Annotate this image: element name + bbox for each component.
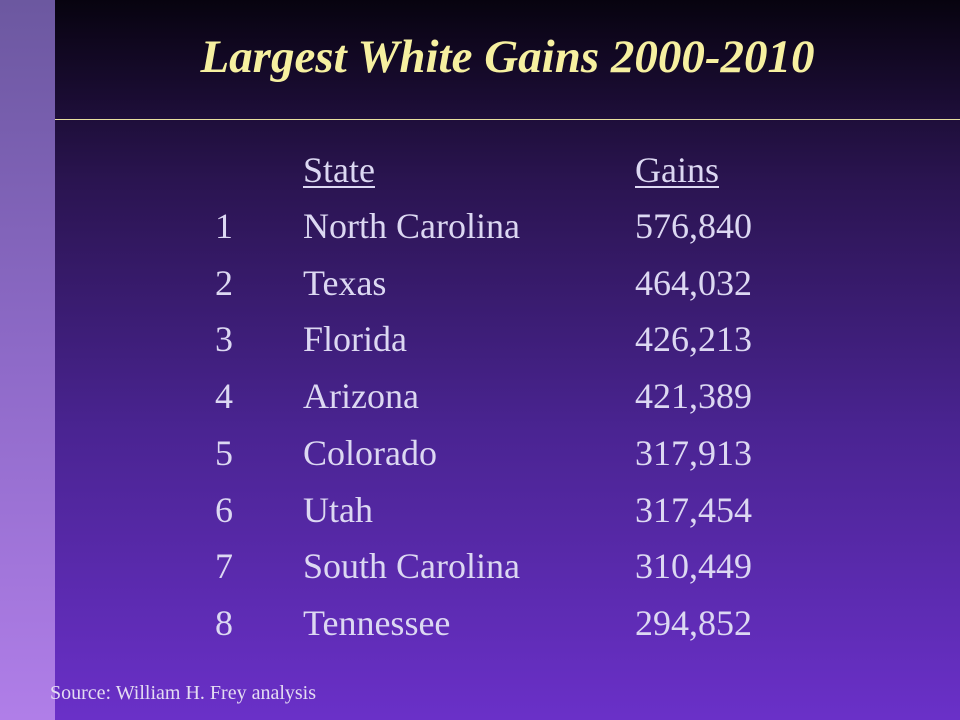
gain-cell: 426,213 <box>635 319 752 360</box>
state-cell: South Carolina <box>303 546 520 587</box>
gain-cell: 576,840 <box>635 206 752 246</box>
source-note: Source: William H. Frey analysis <box>50 682 317 704</box>
gain-cell: 317,913 <box>635 432 752 473</box>
rank-cell: 8 <box>215 602 233 643</box>
slide-title: Largest White Gains 2000-2010 <box>200 31 815 83</box>
rank-cell: 5 <box>215 432 233 473</box>
rank-cell: 4 <box>215 376 233 417</box>
state-cell: Arizona <box>303 376 419 417</box>
column-header: Gains <box>635 150 719 190</box>
rank-cell: 2 <box>215 262 233 303</box>
title-rule <box>55 119 960 120</box>
rank-cell: 3 <box>215 319 233 360</box>
gain-cell: 421,389 <box>635 376 752 417</box>
state-cell: Utah <box>303 489 373 530</box>
state-cell: Colorado <box>303 432 437 473</box>
rank-cell: 1 <box>215 206 233 246</box>
rank-cell: 6 <box>215 489 233 530</box>
column-header: State <box>303 150 375 190</box>
gain-cell: 464,032 <box>635 262 752 303</box>
gain-cell: 310,449 <box>635 546 752 587</box>
gain-cell: 317,454 <box>635 489 752 530</box>
state-cell: Texas <box>303 262 387 303</box>
state-cell: Tennessee <box>303 602 451 643</box>
state-cell: North Carolina <box>303 206 520 246</box>
state-cell: Florida <box>303 319 407 360</box>
rank-cell: 7 <box>215 546 233 587</box>
gain-cell: 294,852 <box>635 602 752 643</box>
side-strip <box>0 0 55 720</box>
